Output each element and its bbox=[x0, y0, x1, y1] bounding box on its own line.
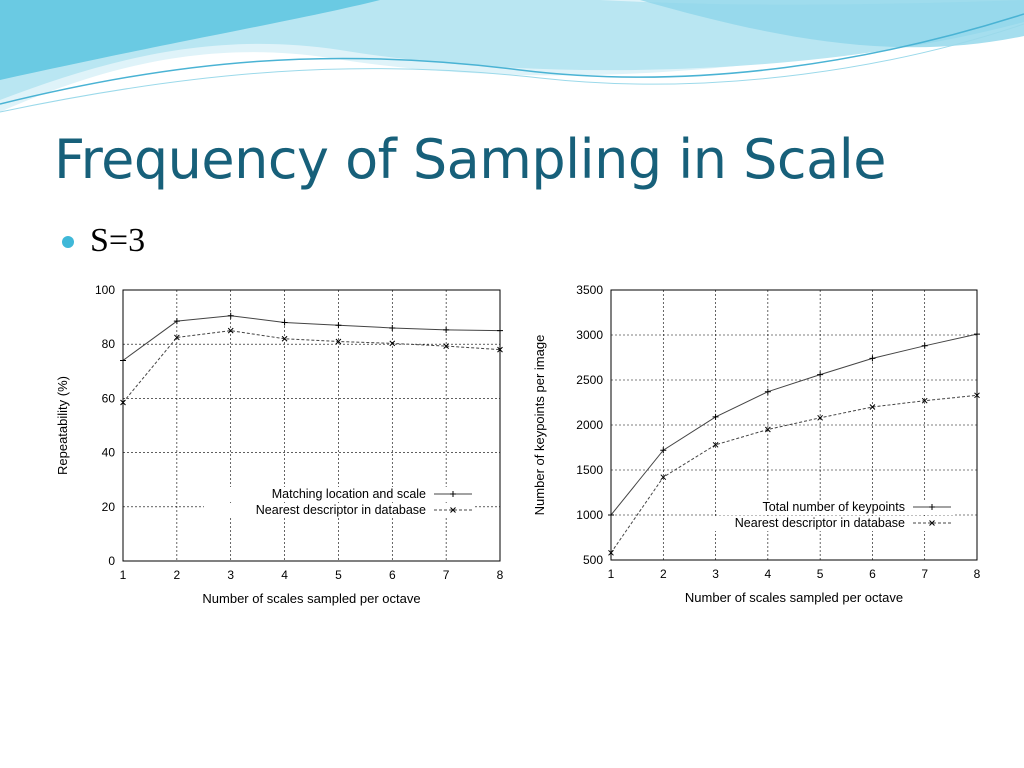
y-tick-label: 40 bbox=[102, 446, 116, 460]
data-point-cross bbox=[443, 343, 449, 349]
header-wave-decoration bbox=[0, 0, 1024, 113]
x-tick-label: 7 bbox=[443, 568, 450, 582]
data-point-cross bbox=[120, 399, 126, 406]
series-line bbox=[610, 333, 978, 516]
x-tick-label: 7 bbox=[921, 567, 928, 581]
data-point-cross bbox=[921, 397, 928, 404]
data-point-plus bbox=[921, 342, 928, 349]
y-tick-label: 2500 bbox=[576, 373, 603, 387]
x-tick-label: 6 bbox=[869, 567, 876, 581]
x-tick-label: 8 bbox=[497, 568, 504, 582]
data-point-plus bbox=[335, 322, 342, 329]
x-tick-label: 1 bbox=[608, 567, 615, 581]
data-point-plus bbox=[764, 388, 771, 395]
data-point-plus bbox=[120, 357, 126, 364]
data-point-plus bbox=[817, 371, 824, 378]
legend-background bbox=[225, 487, 474, 502]
data-point-plus bbox=[389, 324, 396, 331]
plot-frame bbox=[122, 289, 501, 562]
y-tick-label: 20 bbox=[102, 500, 116, 514]
y-tick-label: 80 bbox=[102, 337, 116, 351]
y-tick-label: 3000 bbox=[576, 328, 603, 342]
data-point-cross bbox=[497, 346, 503, 353]
x-tick-label: 2 bbox=[660, 567, 667, 581]
data-point-plus bbox=[443, 326, 450, 333]
x-axis-title: Number of scales sampled per octave bbox=[202, 591, 420, 606]
keypoints-chart-svg: 1 2 3 4 5 6 7 8 500 1000 1500 2000 2500 3000 3500 Numbe… bbox=[532, 283, 981, 605]
legend-background bbox=[683, 516, 953, 531]
keypoints-chart: 1 2 3 4 5 6 7 8 500 1000 1500 2000 2500 3000 3500 Numbe… bbox=[530, 278, 983, 611]
slide-title: Frequency of Sampling in Scale bbox=[54, 128, 886, 191]
y-axis-title: Repeatability (%) bbox=[55, 376, 70, 475]
repeatability-chart: 1 2 3 4 5 6 7 8 0 20 40 60 80 100 Number of scales sam… bbox=[45, 278, 510, 611]
data-point-cross bbox=[227, 327, 234, 334]
x-tick-label: 6 bbox=[389, 568, 396, 582]
legend-label: Matching location and scale bbox=[272, 487, 426, 501]
y-tick-label: 1000 bbox=[576, 508, 603, 522]
data-point-cross bbox=[660, 474, 667, 481]
y-tick-label: 60 bbox=[102, 391, 116, 405]
x-tick-label: 2 bbox=[174, 568, 181, 582]
data-point-plus bbox=[712, 413, 719, 420]
y-axis-title: Number of keypoints per image bbox=[532, 335, 547, 516]
bullet-dot-icon bbox=[62, 236, 74, 248]
data-point-cross bbox=[974, 392, 980, 399]
x-tick-label: 3 bbox=[227, 568, 234, 582]
legend-background bbox=[719, 500, 953, 515]
y-tick-label: 500 bbox=[583, 553, 603, 567]
series-line bbox=[122, 315, 501, 361]
data-point-plus bbox=[173, 318, 180, 325]
x-tick-label: 4 bbox=[281, 568, 288, 582]
y-tick-label: 3500 bbox=[576, 283, 603, 297]
data-point-cross bbox=[869, 404, 876, 410]
legend-label: Nearest descriptor in database bbox=[735, 516, 905, 530]
y-tick-label: 1500 bbox=[576, 463, 603, 477]
data-point-cross bbox=[389, 340, 396, 347]
data-point-plus bbox=[974, 331, 980, 338]
x-tick-label: 1 bbox=[120, 568, 127, 582]
data-point-plus bbox=[869, 355, 876, 362]
data-point-cross bbox=[281, 335, 288, 342]
data-point-cross bbox=[174, 334, 180, 341]
series-line bbox=[610, 394, 978, 554]
data-point-cross bbox=[712, 441, 719, 448]
bullet-text: S=3 bbox=[90, 222, 146, 259]
y-tick-label: 100 bbox=[95, 283, 115, 297]
data-point-cross bbox=[335, 338, 342, 345]
legend-background bbox=[204, 503, 474, 518]
data-point-plus bbox=[608, 512, 614, 518]
legend-marker-plus bbox=[929, 504, 935, 510]
data-point-cross bbox=[765, 426, 771, 433]
x-tick-label: 4 bbox=[765, 567, 772, 581]
data-point-cross bbox=[608, 549, 614, 556]
data-point-cross bbox=[817, 414, 823, 421]
legend-label: Total number of keypoints bbox=[763, 500, 905, 514]
x-axis-title: Number of scales sampled per octave bbox=[685, 590, 903, 605]
series-line bbox=[122, 330, 501, 403]
legend-marker-cross bbox=[450, 507, 456, 513]
x-tick-label: 5 bbox=[817, 567, 824, 581]
data-point-plus bbox=[281, 319, 288, 326]
y-tick-label: 2000 bbox=[576, 418, 603, 432]
x-tick-label: 5 bbox=[335, 568, 342, 582]
x-tick-label: 3 bbox=[712, 567, 719, 581]
data-point-plus bbox=[497, 327, 503, 334]
legend-marker-plus bbox=[450, 491, 456, 497]
y-tick-label: 0 bbox=[108, 554, 115, 568]
legend-marker-cross bbox=[929, 520, 935, 526]
data-point-plus bbox=[660, 447, 667, 454]
x-tick-label: 8 bbox=[974, 567, 981, 581]
data-point-plus bbox=[227, 312, 234, 319]
legend-label: Nearest descriptor in database bbox=[256, 503, 426, 517]
